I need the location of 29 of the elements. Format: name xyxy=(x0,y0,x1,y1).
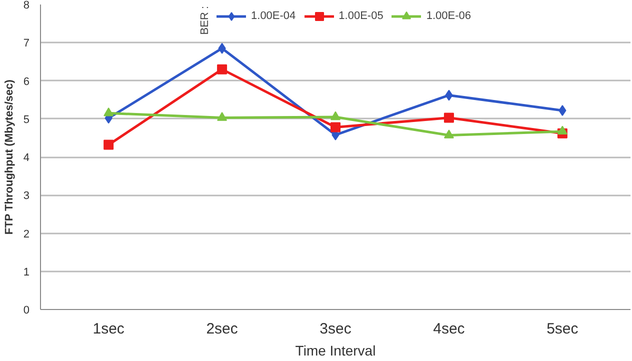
x-tick-label: 5sec xyxy=(546,320,579,338)
x-tick-label: 4sec xyxy=(433,320,466,338)
x-tick-label: 1sec xyxy=(92,320,125,338)
y-tick-label: 2 xyxy=(23,228,30,240)
point xyxy=(217,112,228,121)
y-tick-label: 3 xyxy=(23,190,30,202)
point xyxy=(217,64,228,74)
legend-label: 1.00E-05 xyxy=(338,10,384,22)
y-tick-label: 8 xyxy=(23,0,30,12)
x-tick-label: 2sec xyxy=(206,320,238,338)
legend-title: BER : xyxy=(199,6,212,35)
point xyxy=(444,112,454,123)
y-tick-label: 4 xyxy=(23,152,30,164)
x-axis-title: Time Interval xyxy=(295,342,376,358)
y-tick-label: 7 xyxy=(23,38,30,50)
y-axis-title: FTP Throughput (Mbytes/sec) xyxy=(3,79,16,235)
y-tick-label: 6 xyxy=(23,76,30,88)
point xyxy=(330,122,340,132)
point xyxy=(104,140,114,150)
y-tick-label: 5 xyxy=(23,114,30,126)
legend-label: 1.00E-06 xyxy=(426,10,471,22)
point xyxy=(557,126,568,135)
y-tick-label: 0 xyxy=(23,304,30,316)
legend-label: 1.00E-04 xyxy=(251,10,296,22)
x-tick-label: 3sec xyxy=(320,320,352,338)
point xyxy=(330,111,340,120)
y-tick-label: 1 xyxy=(23,266,30,278)
point xyxy=(444,130,454,138)
point xyxy=(104,107,114,116)
